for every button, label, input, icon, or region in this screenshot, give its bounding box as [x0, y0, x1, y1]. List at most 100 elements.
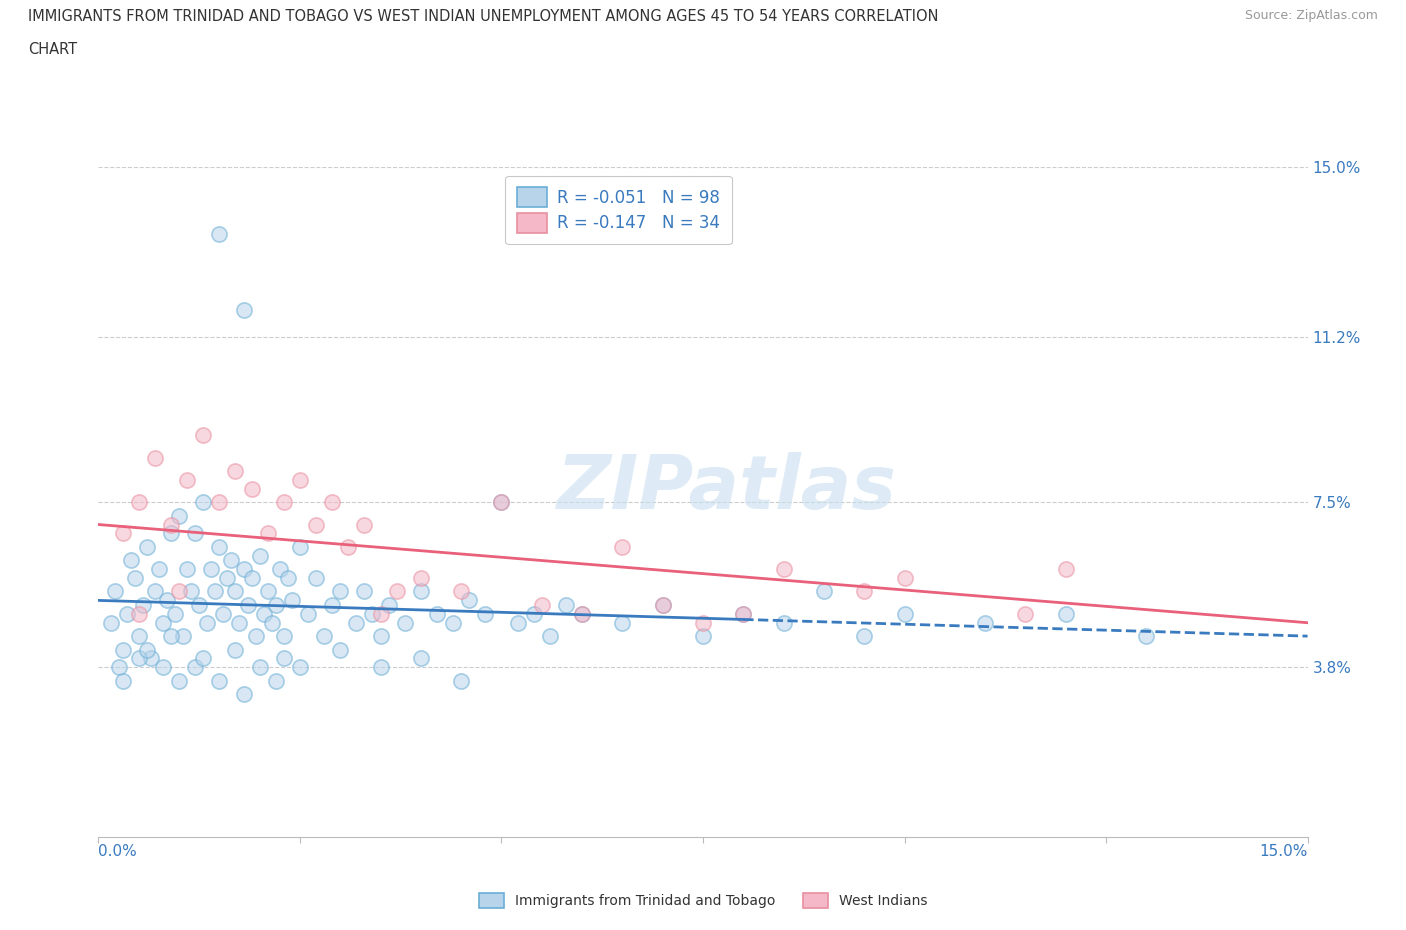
Point: [772, 562, 794, 577]
Point: [441, 616, 464, 631]
Point: [208, 495, 231, 510]
Point: [228, 616, 250, 631]
Point: [337, 539, 360, 554]
Point: [385, 584, 408, 599]
Point: [253, 606, 276, 621]
Point: [571, 606, 593, 621]
Point: [361, 606, 384, 621]
Point: [377, 597, 399, 612]
Point: [813, 584, 835, 599]
Point: [148, 562, 170, 577]
Point: [450, 584, 472, 599]
Point: [692, 629, 714, 644]
Point: [212, 606, 235, 621]
Point: [305, 571, 328, 586]
Point: [111, 642, 134, 657]
Point: [288, 539, 311, 554]
Point: [160, 517, 183, 532]
Y-axis label: Unemployment Among Ages 45 to 54 years: Unemployment Among Ages 45 to 54 years: [0, 351, 7, 654]
Point: [232, 686, 254, 701]
Point: [124, 571, 146, 586]
Point: [450, 673, 472, 688]
Point: [692, 616, 714, 631]
Point: [143, 450, 166, 465]
Point: [273, 495, 295, 510]
Point: [204, 584, 226, 599]
Point: [232, 303, 254, 318]
Point: [139, 651, 162, 666]
Point: [208, 673, 231, 688]
Point: [409, 571, 432, 586]
Point: [256, 526, 278, 541]
Point: [329, 642, 352, 657]
Point: [167, 584, 190, 599]
Point: [506, 616, 529, 631]
Point: [240, 482, 263, 497]
Point: [260, 616, 283, 631]
Point: [176, 472, 198, 487]
Point: [152, 660, 174, 675]
Point: [329, 584, 352, 599]
Point: [491, 495, 513, 510]
Point: [224, 463, 246, 478]
Text: CHART: CHART: [28, 42, 77, 57]
Point: [1054, 606, 1077, 621]
Point: [269, 562, 291, 577]
Point: [167, 673, 190, 688]
Point: [273, 651, 295, 666]
Point: [370, 606, 392, 621]
Point: [314, 629, 336, 644]
Point: [224, 584, 246, 599]
Point: [530, 597, 553, 612]
Point: [100, 616, 122, 631]
Legend: Immigrants from Trinidad and Tobago, West Indians: Immigrants from Trinidad and Tobago, Wes…: [472, 888, 934, 914]
Point: [224, 642, 246, 657]
Point: [208, 227, 231, 242]
Point: [571, 606, 593, 621]
Point: [893, 606, 915, 621]
Point: [193, 428, 215, 443]
Point: [195, 616, 218, 631]
Point: [160, 526, 183, 541]
Point: [409, 651, 432, 666]
Point: [853, 584, 876, 599]
Point: [107, 660, 129, 675]
Point: [277, 571, 299, 586]
Point: [264, 597, 287, 612]
Point: [264, 673, 287, 688]
Point: [135, 539, 157, 554]
Point: [305, 517, 328, 532]
Point: [555, 597, 578, 612]
Point: [733, 606, 755, 621]
Point: [160, 629, 183, 644]
Point: [184, 526, 207, 541]
Text: Source: ZipAtlas.com: Source: ZipAtlas.com: [1244, 9, 1378, 22]
Point: [103, 584, 125, 599]
Point: [232, 562, 254, 577]
Point: [297, 606, 319, 621]
Point: [111, 673, 134, 688]
Point: [1135, 629, 1157, 644]
Point: [249, 549, 271, 564]
Point: [370, 660, 392, 675]
Point: [256, 584, 278, 599]
Point: [193, 495, 215, 510]
Point: [217, 571, 239, 586]
Point: [612, 616, 634, 631]
Point: [128, 651, 150, 666]
Point: [426, 606, 449, 621]
Point: [853, 629, 876, 644]
Point: [115, 606, 138, 621]
Point: [288, 472, 311, 487]
Point: [394, 616, 416, 631]
Point: [152, 616, 174, 631]
Point: [111, 526, 134, 541]
Legend: R = -0.051   N = 98, R = -0.147   N = 34: R = -0.051 N = 98, R = -0.147 N = 34: [505, 176, 731, 245]
Point: [651, 597, 673, 612]
Point: [281, 593, 304, 608]
Point: [240, 571, 263, 586]
Point: [370, 629, 392, 644]
Point: [128, 495, 150, 510]
Point: [772, 616, 794, 631]
Point: [176, 562, 198, 577]
